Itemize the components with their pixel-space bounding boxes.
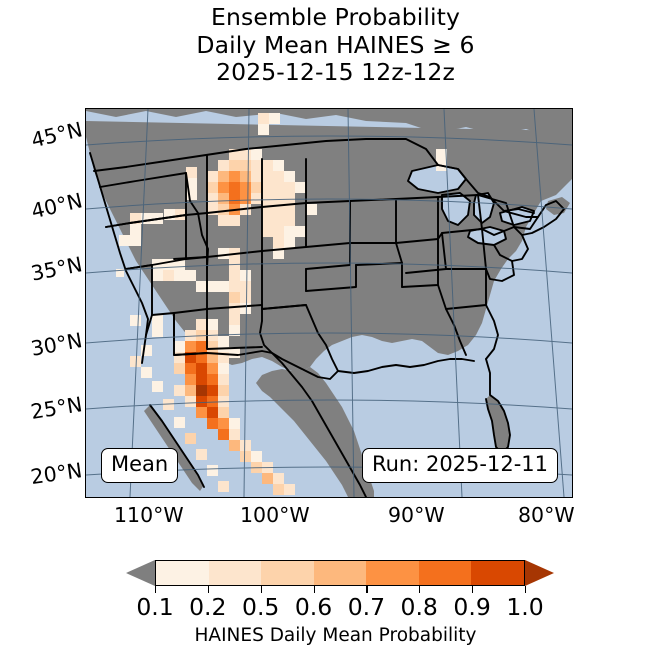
colorbar-segment: [261, 561, 314, 585]
colorbar-tick-label: 0.9: [453, 593, 491, 621]
colorbar-tick: [419, 586, 421, 593]
colorbar-tick: [472, 586, 474, 593]
colorbar-tick-label: 0.7: [347, 593, 386, 621]
map-canvas: [86, 109, 572, 497]
colorbar-tick: [366, 586, 368, 593]
lat-label-25n: 25°N: [29, 392, 84, 424]
colorbar-tick: [525, 586, 527, 593]
colorbar: 0.1 0.2 0.5 0.6 0.7 0.8 0.9 1.0 HAINES D…: [0, 556, 671, 658]
map-badge-run: Run: 2025-12-11: [361, 448, 558, 483]
title-line-3: 2025-12-15 12z-12z: [216, 58, 455, 86]
lon-label-90w: 90°W: [388, 503, 445, 527]
lon-label-80w: 80°W: [518, 503, 575, 527]
title-line-1: Ensemble Probability: [211, 3, 460, 31]
lat-label-30n: 30°N: [29, 328, 85, 361]
lon-label-100w: 100°W: [240, 503, 310, 527]
colorbar-over-arrow: [525, 560, 554, 586]
colorbar-axis-label: HAINES Daily Mean Probability: [194, 625, 477, 646]
title-line-2: Daily Mean HAINES ≥ 6: [196, 30, 475, 59]
colorbar-tick-label: 0.5: [242, 593, 280, 621]
colorbar-segment: [313, 561, 367, 585]
borders-layer: [89, 138, 565, 497]
colorbar-tick-label: 1.0: [506, 593, 544, 621]
lon-label-110w: 110°W: [114, 503, 184, 527]
colorbar-tick: [260, 586, 262, 593]
colorbar-gradient: [155, 560, 525, 586]
colorbar-tick: [207, 586, 209, 593]
colorbar-tick-label: 0.8: [400, 593, 438, 621]
colorbar-tick-label: 0.2: [189, 593, 227, 621]
colorbar-segment: [366, 561, 419, 585]
colorbar-segment: [156, 561, 209, 585]
chart-title: Ensemble Probability Daily Mean HAINES ≥…: [0, 3, 671, 87]
colorbar-tick: [313, 586, 315, 593]
colorbar-segment: [471, 561, 525, 585]
colorbar-under-arrow: [126, 560, 155, 586]
lat-label-20n: 20°N: [29, 458, 84, 490]
lat-label-35n: 35°N: [28, 252, 85, 286]
colorbar-tick-label: 0.6: [294, 593, 333, 621]
lat-label-45n: 45°N: [28, 117, 85, 153]
colorbar-segment: [418, 561, 472, 585]
colorbar-tick: [155, 586, 157, 593]
colorbar-tick-label: 0.1: [136, 593, 174, 621]
map-badge-mean: Mean: [101, 448, 179, 483]
lat-label-40n: 40°N: [28, 188, 85, 224]
map-panel[interactable]: Mean Run: 2025-12-11: [85, 108, 573, 498]
colorbar-segment: [208, 561, 262, 585]
